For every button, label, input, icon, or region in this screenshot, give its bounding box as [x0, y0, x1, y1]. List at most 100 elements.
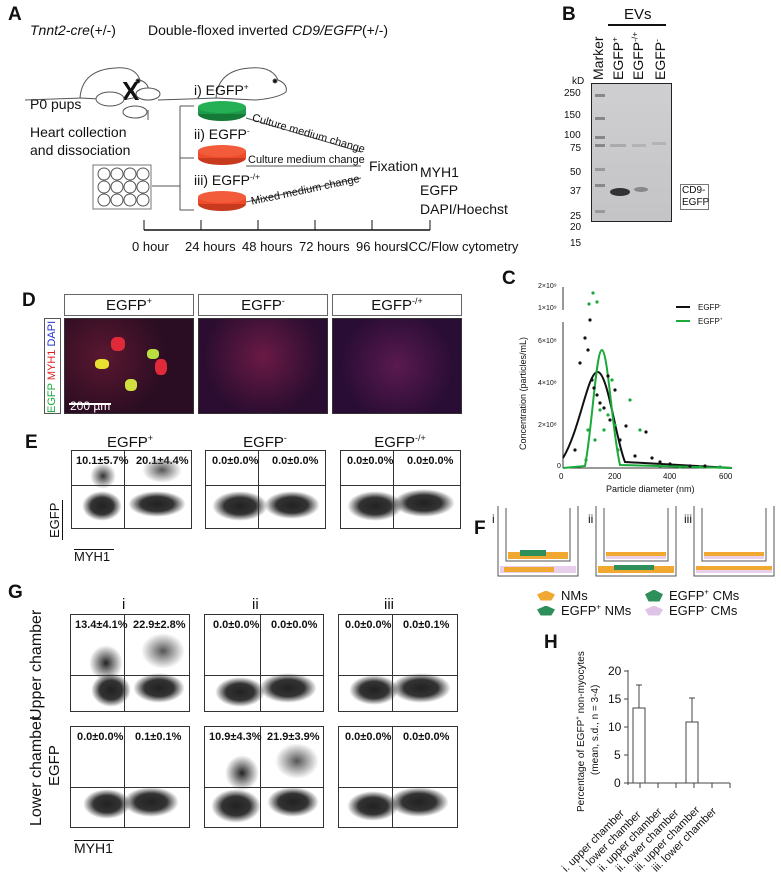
evs-bracket — [608, 24, 666, 26]
timeline-0h: 0 hour — [132, 239, 169, 254]
dish-red-icon — [198, 191, 246, 211]
scale-bar-label: 200 µm — [70, 399, 111, 413]
h-ylabel-2: (mean, s.d., n = 3-4) — [590, 684, 601, 775]
h-ytick-15: 15 — [608, 692, 622, 706]
fixation-label: Fixation — [369, 158, 419, 174]
c-ytick-1e9: 1×10⁹ — [538, 305, 557, 312]
lane-marker: Marker — [590, 36, 606, 80]
c-xtick-0: 0 — [559, 472, 564, 481]
egfp-neg-cm-cell-icon — [645, 605, 663, 616]
group-i-label: i) EGFP+ — [194, 81, 249, 98]
marker-15: 15 — [570, 238, 582, 249]
f-well-iii: iii — [684, 512, 692, 526]
parent1-genotype: Tnnt2-cre(+/-) — [30, 22, 116, 38]
f-legend-egfp-nms: EGFP+ NMs — [537, 603, 631, 618]
g-xaxis-myh1: MYH1 — [74, 840, 113, 856]
group-ii-label: ii) EGFP- — [194, 125, 250, 142]
parent2-genotype: Double-floxed inverted CD9/EGFP(+/-) — [148, 22, 389, 38]
h-ytick-0: 0 — [614, 776, 621, 790]
c-legend: EGFP- EGFP+ — [676, 300, 723, 328]
legend-swatch-black — [676, 306, 690, 308]
f-well-i: i — [492, 512, 495, 526]
group-iii-label: iii) EGFP-/+ — [194, 171, 261, 188]
legend-swatch-green — [676, 320, 690, 322]
c-xlabel: Particle diameter (nm) — [606, 484, 695, 494]
c-ytick-2e8: 2×10⁸ — [538, 422, 557, 429]
g-yaxis-egfp: EGFP — [46, 745, 63, 786]
c-ytick-2e9: 2×10⁹ — [538, 283, 557, 290]
c-xtick-600: 600 — [719, 472, 733, 481]
egfp-cm-cell-icon — [645, 589, 663, 602]
h-ytick-20: 20 — [608, 664, 622, 678]
legend-item-egfp-neg: EGFP- — [676, 300, 723, 314]
panel-letter-c: C — [502, 268, 516, 289]
stain-dapi: DAPI/Hoechst — [420, 201, 508, 217]
panel-letter-g: G — [8, 582, 23, 603]
g-lower-plot-ii: 10.9±4.3% 21.9±3.9% — [204, 726, 324, 828]
d-micrograph-egfp-neg — [198, 318, 328, 414]
marker-75: 75 — [570, 143, 582, 154]
g-upper-plot-iii: 0.0±0.0% 0.0±0.1% — [338, 614, 458, 712]
c-ytick-4e8: 4×10⁸ — [538, 380, 557, 387]
c-xtick-200: 200 — [608, 472, 622, 481]
timeline-24h: 24 hours — [185, 239, 236, 254]
e-flow-plot-1: 10.1±5.7% 20.1±4.4% — [71, 450, 192, 529]
dissociation-label: and dissociation — [30, 142, 131, 158]
d-header-egfp-mixed: EGFP-/+ — [332, 294, 462, 316]
c-ytick-0: 0 — [557, 463, 561, 470]
evs-label: EVs — [624, 6, 652, 23]
panel-letter-d: D — [22, 290, 36, 311]
timeline-axis — [143, 220, 431, 231]
arrow-label-ii: Culture medium change — [248, 154, 365, 166]
marker-37: 37 — [570, 186, 582, 197]
stain-myh1: MYH1 — [420, 164, 459, 180]
legend-item-egfp-pos: EGFP+ — [676, 314, 723, 328]
c-scatter-plot — [562, 287, 733, 469]
h-ytick-10: 10 — [608, 720, 622, 734]
timeline-endpoint: ICC/Flow cytometry — [405, 239, 519, 254]
panel-letter-b: B — [562, 4, 576, 25]
heart-collection-label: Heart collection — [30, 124, 127, 140]
g-upper-plot-ii: 0.0±0.0% 0.0±0.0% — [204, 614, 324, 712]
g-col-iii: iii — [384, 596, 394, 613]
pups-label: P0 pups — [30, 96, 82, 112]
dish-red-icon — [198, 145, 246, 165]
d-micrograph-egfp-pos: 200 µm — [64, 318, 194, 414]
timeline-48h: 48 hours — [242, 239, 293, 254]
d-micrograph-egfp-mixed — [332, 318, 462, 414]
h-ytick-5: 5 — [614, 748, 621, 762]
marker-20: 20 — [570, 222, 582, 233]
panel-letter-a: A — [8, 4, 22, 25]
d-channel-legend: EGFP MYH1 DAPI — [44, 318, 61, 414]
c-ylabel: Concentration (particles/mL) — [518, 336, 528, 450]
marker-50: 50 — [570, 167, 582, 178]
c-ytick-6e8: 6×10⁸ — [538, 338, 557, 345]
c-xtick-400: 400 — [663, 472, 677, 481]
g-col-i: i — [122, 596, 126, 613]
g-row-upper: Upper chamber — [28, 609, 45, 720]
g-lower-plot-iii: 0.0±0.0% 0.0±0.0% — [338, 726, 458, 828]
nm-cell-icon — [537, 590, 555, 601]
e-title-1: EGFP+ — [106, 433, 154, 452]
lane-egfp-neg: EGFP- — [651, 39, 668, 80]
panel-letter-h: H — [544, 632, 558, 653]
pups-icon — [95, 87, 161, 119]
g-lower-plot-i: 0.0±0.0% 0.1±0.1% — [70, 726, 190, 828]
lane-egfp-pos: EGFP+ — [609, 36, 626, 80]
panel-letter-f: F — [474, 518, 486, 539]
panel-letter-e: E — [25, 432, 38, 453]
e-flow-plot-2: 0.0±0.0% 0.0±0.0% — [205, 450, 326, 529]
f-legend-egfp-cms: EGFP+ CMs — [645, 588, 739, 603]
svg-text:X: X — [122, 76, 140, 106]
marker-25: 25 — [570, 211, 582, 222]
g-col-ii: ii — [252, 596, 259, 613]
f-well-ii: ii — [588, 512, 594, 526]
g-row-lower: Lower chamber — [28, 715, 45, 826]
group-arrows — [166, 105, 362, 211]
culture-plate-icon — [92, 164, 167, 210]
e-flow-plot-3: 0.0±0.0% 0.0±0.0% — [340, 450, 461, 529]
timeline-72h: 72 hours — [299, 239, 350, 254]
h-bar-chart — [624, 670, 731, 788]
marker-250: 250 — [564, 88, 581, 99]
marker-150: 150 — [564, 110, 581, 121]
